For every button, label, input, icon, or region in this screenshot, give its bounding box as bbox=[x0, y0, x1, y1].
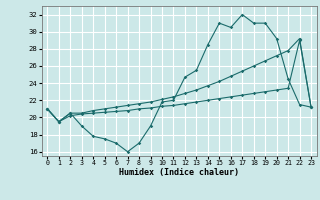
X-axis label: Humidex (Indice chaleur): Humidex (Indice chaleur) bbox=[119, 168, 239, 177]
